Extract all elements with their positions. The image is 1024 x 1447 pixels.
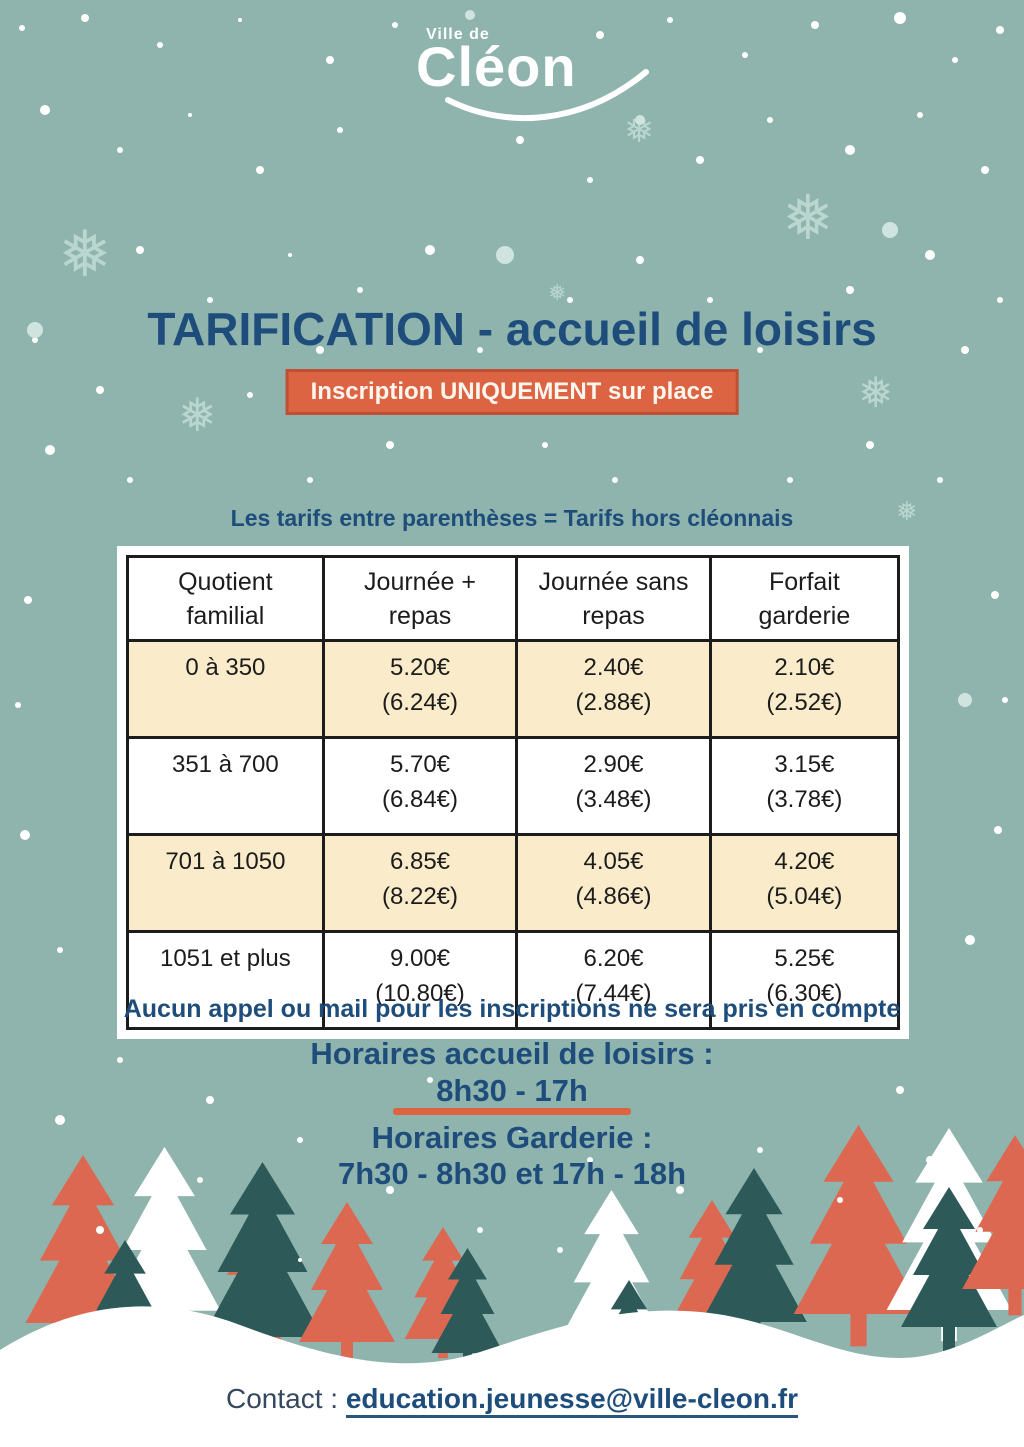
tree-icon xyxy=(86,1240,164,1372)
city-logo: Ville de Cléon xyxy=(0,0,1024,130)
tree-icon xyxy=(205,1235,298,1391)
table-row: 0 à 350 5.20€ (6.24€) 2.40€ (2.88€) 2.10€(… xyxy=(126,639,901,739)
hours-loisirs-title: Horaires accueil de loisirs : xyxy=(310,1036,714,1071)
table-cell-price: 6.20€ (7.44€) xyxy=(515,930,712,1030)
table-cell-price: 2.10€ (2.52€) xyxy=(708,639,901,739)
contact-email-link[interactable]: education.jeunesse@ville-cleon.fr xyxy=(345,1383,798,1418)
tariff-note: Les tarifs entre parenthèses = Tarifs ho… xyxy=(230,505,794,531)
table-cell-price: 2.90€ (3.48€) xyxy=(515,736,712,836)
snowflake-icon: ❅ xyxy=(896,496,918,526)
col-header-forfait-garderie: Forfait garderie xyxy=(708,555,901,642)
tree-icon xyxy=(202,1162,323,1367)
snowflake-icon: ❅ xyxy=(58,218,112,290)
table-row: 1051 et plus 9.00€ (10.80€) 6.20€ (7.44€) … xyxy=(126,930,901,1030)
table-row: 701 à 1050 6.85€ (8.22€) 4.05€ (4.86€) 4.2… xyxy=(126,833,901,933)
table-header-row: Quotient familial Journée + repas Journée … xyxy=(126,555,901,642)
snowflake-icon: ❅ xyxy=(548,280,567,305)
tree-icon xyxy=(701,1168,807,1349)
table-cell-quotient: 0 à 350 xyxy=(126,639,325,739)
contact-label: Contact : xyxy=(226,1383,346,1414)
hours-garderie-time: 7h30 - 8h30 et 17h - 18h xyxy=(337,1156,687,1191)
logo-swoosh-icon xyxy=(445,69,649,122)
pricing-table: Quotient familial Journée + repas Journée … xyxy=(117,546,909,1039)
tree-icon xyxy=(595,1280,663,1395)
table-cell-price: 5.25€ (6.30€) xyxy=(708,930,901,1030)
tree-icon xyxy=(431,1248,504,1371)
table-cell-price: 4.05€ (4.86€) xyxy=(515,833,712,933)
contact-line: Contact : education.jeunesse@ville-cleon… xyxy=(0,1383,1024,1418)
snowflake-icon: ❅ xyxy=(782,184,834,253)
hours-loisirs-time: 8h30 - 17h xyxy=(436,1073,588,1108)
table-row: 351 à 700 5.70€ (6.84€) 2.90€ (3.48€) 3.15… xyxy=(126,736,901,836)
city-logo-prefix: Ville de xyxy=(426,26,490,43)
tree-icon xyxy=(404,1227,482,1359)
tree-icon xyxy=(668,1200,756,1348)
table-cell-price: 5.20€ (6.24€) xyxy=(321,639,519,739)
city-logo-name: Cléon xyxy=(416,35,577,98)
snowflake-icon: ❅ xyxy=(858,369,894,416)
snowflake-icon: ❅ xyxy=(178,389,217,441)
col-header-quotient-familial: Quotient familial xyxy=(126,555,325,642)
tree-icon xyxy=(299,1202,395,1366)
col-header-journee-sans-repas: Journée sans repas xyxy=(515,555,712,642)
table-cell-quotient: 1051 et plus xyxy=(126,930,325,1030)
orange-divider xyxy=(393,1108,631,1115)
table-cell-quotient: 701 à 1050 xyxy=(126,833,325,933)
table-cell-price: 9.00€ (10.80€) xyxy=(321,930,519,1030)
tree-icon xyxy=(561,1190,662,1363)
table-cell-price: 5.70€ (6.84€) xyxy=(321,736,519,836)
hours-garderie-title: Horaires Garderie : xyxy=(371,1120,653,1155)
table-cell-quotient: 351 à 700 xyxy=(126,736,325,836)
table-cell-price: 4.20€ (5.04€) xyxy=(708,833,901,933)
table-cell-price: 6.85€ (8.22€) xyxy=(321,833,519,933)
page-title: TARIFICATION - accueil de loisirs xyxy=(147,303,877,355)
registration-badge: Inscription UNIQUEMENT sur place xyxy=(285,369,739,415)
tree-icon xyxy=(901,1187,997,1351)
table-cell-price: 2.40€ (2.88€) xyxy=(515,639,712,739)
no-phone-mail-warning: Aucun appel ou mail pour les inscription… xyxy=(123,995,901,1023)
table-cell-price: 3.15€ (3.78€) xyxy=(708,736,901,836)
snow-hill xyxy=(0,1306,1024,1447)
col-header-journee-repas: Journée + repas xyxy=(321,555,519,642)
